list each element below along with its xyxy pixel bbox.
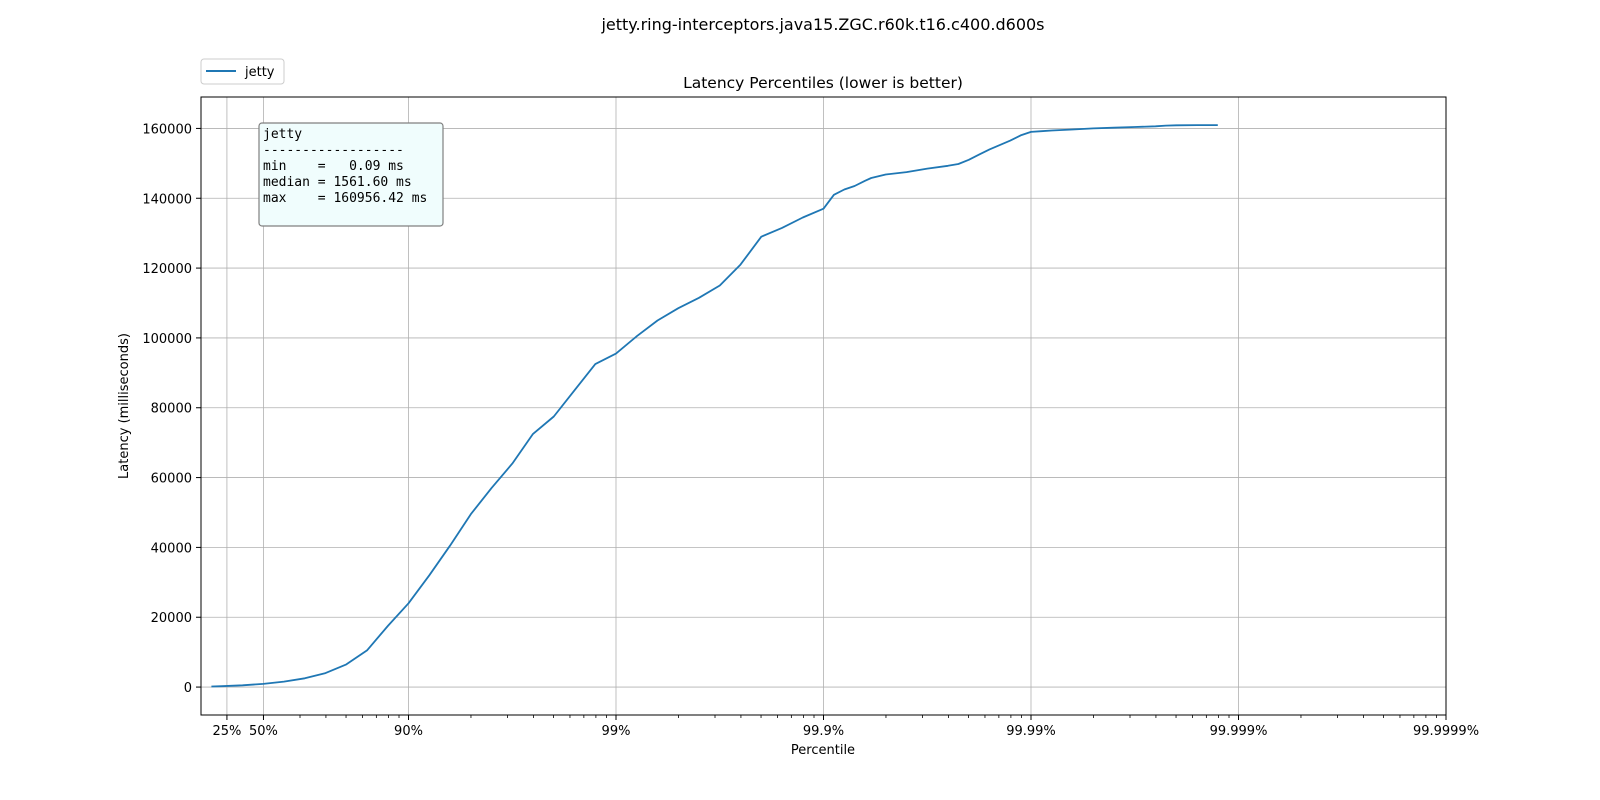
stats-title: jetty (263, 127, 302, 142)
stats-max: max = 160956.42 ms (263, 191, 427, 206)
series-line-jetty (211, 124, 1218, 688)
x-tick-label: 25% (212, 724, 241, 739)
y-axis-ticks: 0 20000 40000 60000 80000 100000 120000 140000 1… (142, 122, 201, 696)
stats-median: median = 1561.60 ms (263, 175, 412, 190)
y-tick-label: 120000 (142, 262, 192, 277)
y-tick-label: 100000 (142, 332, 192, 347)
y-tick-label: 160000 (142, 122, 192, 137)
legend: jetty (200, 58, 285, 85)
stats-box: jetty ------------------ min = 0.09 ms m… (258, 122, 444, 227)
y-tick-label: 20000 (151, 611, 192, 626)
y-tick-label: 140000 (142, 192, 192, 207)
y-tick-label: 0 (184, 681, 192, 696)
legend-label: jetty (244, 65, 275, 80)
x-axis-label: Percentile (791, 743, 855, 758)
x-tick-label: 99.9% (803, 724, 844, 739)
series-layer (211, 124, 1218, 688)
y-axis-label: Latency (milliseconds) (117, 333, 132, 479)
legend-box (200, 58, 285, 85)
x-tick-label: 99.9999% (1413, 724, 1479, 739)
y-tick-label: 80000 (151, 402, 192, 417)
stats-divider: ------------------ (263, 143, 404, 158)
stats-box-background (258, 122, 444, 227)
y-tick-label: 60000 (151, 472, 192, 487)
stats-min: min = 0.09 ms (263, 159, 404, 174)
x-tick-label: 99.99% (1006, 724, 1056, 739)
chart-title: Latency Percentiles (lower is better) (683, 74, 963, 92)
x-tick-label: 50% (249, 724, 278, 739)
figure-title: jetty.ring-interceptors.java15.ZGC.r60k.… (600, 15, 1044, 34)
y-tick-label: 40000 (151, 541, 192, 556)
x-axis-ticks: 50% 25% 90% 99% 99.9% 99.99% 99.999% 99.9999% (212, 715, 1479, 739)
x-tick-label: 99% (602, 724, 631, 739)
x-tick-label: 90% (394, 724, 423, 739)
x-tick-label: 99.999% (1210, 724, 1268, 739)
